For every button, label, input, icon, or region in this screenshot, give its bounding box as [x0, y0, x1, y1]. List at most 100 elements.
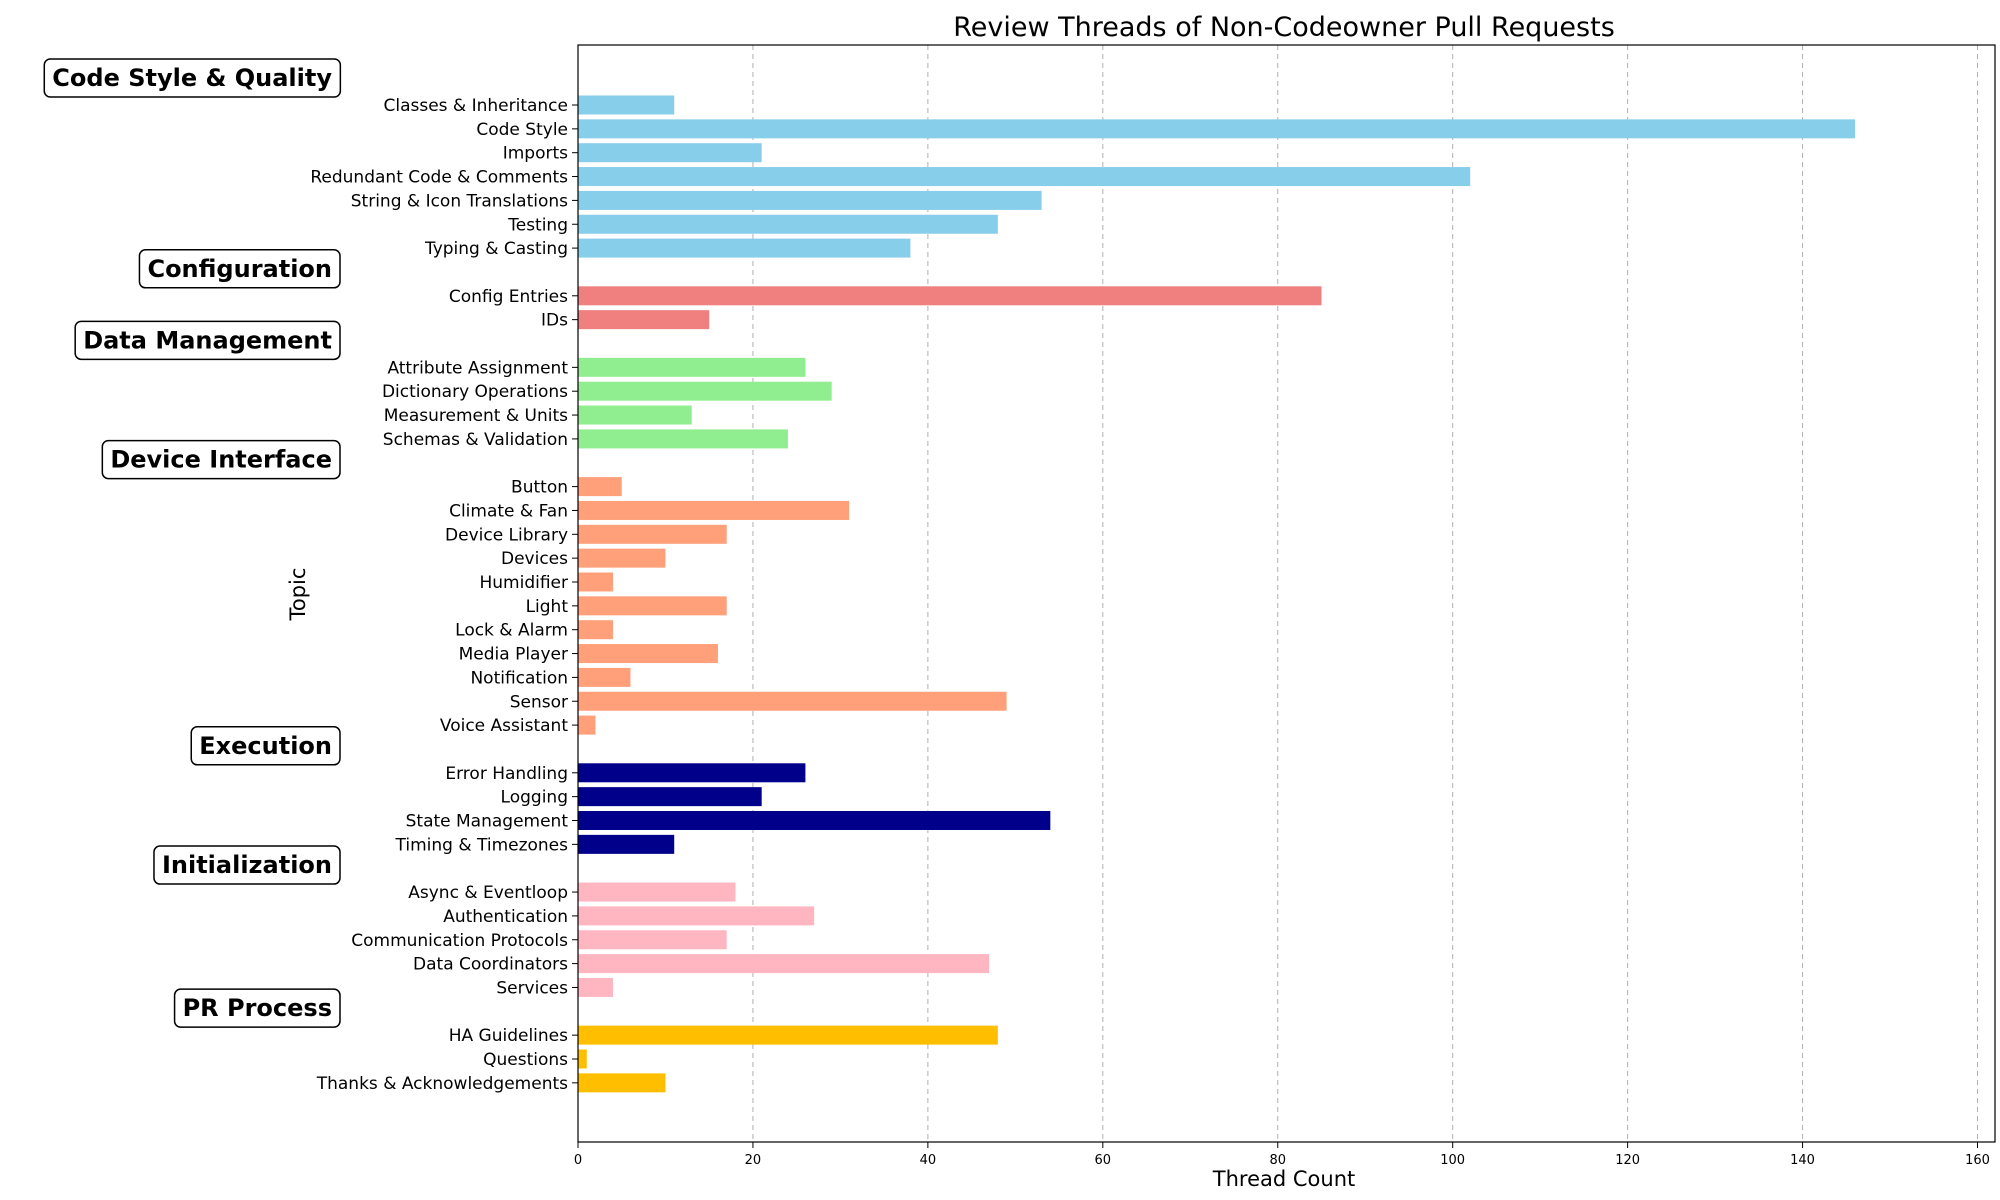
- category-label: Services: [496, 978, 568, 998]
- category-label: Error Handling: [445, 764, 568, 784]
- bar-authentication: [578, 906, 815, 926]
- x-tick-label: 160: [1965, 1153, 1990, 1168]
- category-label: Logging: [501, 788, 568, 808]
- group-label: PR Process: [183, 994, 332, 1022]
- bar-humidifier: [578, 572, 613, 592]
- bar-typing-casting: [578, 238, 911, 258]
- category-label: State Management: [406, 812, 569, 832]
- bar-devices: [578, 548, 666, 568]
- bar-layer: [578, 95, 1856, 1093]
- x-tick-label: 140: [1790, 1153, 1815, 1168]
- category-label: String & Icon Translations: [351, 191, 568, 211]
- category-label: Climate & Fan: [449, 501, 568, 521]
- bar-sensor: [578, 691, 1007, 711]
- bar-testing: [578, 214, 998, 234]
- bar-ha-guidelines: [578, 1025, 998, 1045]
- category-label: Communication Protocols: [351, 931, 568, 951]
- x-tick-label: 80: [1269, 1153, 1286, 1168]
- category-label: Light: [526, 597, 569, 617]
- group-label: Data Management: [83, 326, 332, 354]
- category-label: Button: [511, 478, 568, 498]
- category-label: Devices: [501, 549, 568, 569]
- bar-climate-fan: [578, 500, 850, 520]
- group-label-box: [173, 988, 341, 1028]
- category-label: Humidifier: [479, 573, 568, 593]
- bar-measurement-units: [578, 405, 692, 425]
- category-label: Typing & Casting: [424, 239, 568, 259]
- category-label: Media Player: [459, 645, 568, 665]
- bar-lock-alarm: [578, 620, 613, 640]
- category-label: Code Style: [476, 120, 568, 140]
- bar-device-library: [578, 524, 727, 544]
- x-tick-label: 40: [920, 1153, 937, 1168]
- bar-data-coordinators: [578, 954, 990, 974]
- bar-imports: [578, 143, 762, 163]
- category-label: Authentication: [443, 907, 568, 927]
- bar-ids: [578, 310, 710, 330]
- group-label-box: [153, 845, 341, 885]
- bar-classes-inheritance: [578, 95, 675, 115]
- axis-layer: 0 20 40 60 80 100 120 140 160: [572, 44, 1996, 1168]
- bar-voice-assistant: [578, 715, 596, 735]
- category-label: Redundant Code & Comments: [310, 168, 568, 188]
- bar-async-eventloop: [578, 882, 736, 902]
- bar-button: [578, 477, 622, 497]
- group-label: Device Interface: [110, 446, 332, 474]
- category-label: Device Library: [445, 525, 568, 545]
- x-tick-label: 20: [745, 1153, 762, 1168]
- category-label: Voice Assistant: [440, 716, 568, 736]
- x-tick-label: 100: [1440, 1153, 1465, 1168]
- category-label: Dictionary Operations: [382, 382, 568, 402]
- category-label: Config Entries: [449, 287, 568, 307]
- group-label-box: [101, 439, 341, 480]
- category-label: HA Guidelines: [449, 1026, 568, 1046]
- x-tick-label: 120: [1615, 1153, 1640, 1168]
- x-tick-label: 60: [1095, 1153, 1112, 1168]
- bar-dictionary-operations: [578, 381, 832, 401]
- bar-config-entries: [578, 286, 1322, 306]
- bar-logging: [578, 787, 762, 807]
- bar-attribute-assignment: [578, 357, 806, 377]
- category-label: Classes & Inheritance: [383, 96, 568, 116]
- category-label: Testing: [507, 215, 568, 235]
- category-label: Async & Eventloop: [408, 883, 568, 903]
- bar-services: [578, 977, 613, 997]
- category-label: Questions: [483, 1050, 568, 1070]
- bar-error-handling: [578, 763, 806, 783]
- label-layer: Classes & Inheritance Code Style Imports Re…: [43, 58, 569, 1094]
- group-label: Code Style & Quality: [52, 64, 332, 92]
- bar-schemas-validation: [578, 429, 788, 449]
- group-label-box: [74, 320, 341, 361]
- bar-notification: [578, 667, 631, 687]
- bar-communication-protocols: [578, 930, 727, 950]
- category-label: Attribute Assignment: [387, 358, 568, 378]
- y-axis-title: Topic: [286, 568, 310, 622]
- group-label: Initialization: [162, 851, 332, 879]
- bar-light: [578, 596, 727, 616]
- group-label: Configuration: [147, 255, 332, 283]
- bar-thanks-acknowledgements: [578, 1073, 666, 1093]
- category-label: Sensor: [510, 692, 568, 712]
- category-label: Measurement & Units: [384, 406, 568, 426]
- category-label: Notification: [470, 668, 568, 688]
- group-label-box: [190, 726, 341, 766]
- group-label: Execution: [199, 732, 332, 760]
- group-label-box: [43, 58, 342, 98]
- plot-frame: [577, 44, 1996, 1143]
- category-label: Thanks & Acknowledgements: [316, 1074, 568, 1094]
- category-label: Imports: [503, 144, 568, 164]
- category-label: IDs: [541, 311, 568, 331]
- bar-media-player: [578, 644, 718, 664]
- bar-questions: [578, 1049, 587, 1069]
- bar-state-management: [578, 811, 1051, 830]
- x-axis-title: Thread Count: [1212, 1167, 1355, 1191]
- x-tick-label: 0: [574, 1153, 582, 1168]
- category-label: Data Coordinators: [413, 955, 568, 975]
- category-label: Lock & Alarm: [455, 621, 568, 641]
- bar-timing-timezones: [578, 834, 675, 854]
- chart-title: Review Threads of Non-Codeowner Pull Req…: [953, 12, 1615, 43]
- group-label-box: [138, 249, 341, 289]
- bar-string-icon-translations: [578, 190, 1042, 210]
